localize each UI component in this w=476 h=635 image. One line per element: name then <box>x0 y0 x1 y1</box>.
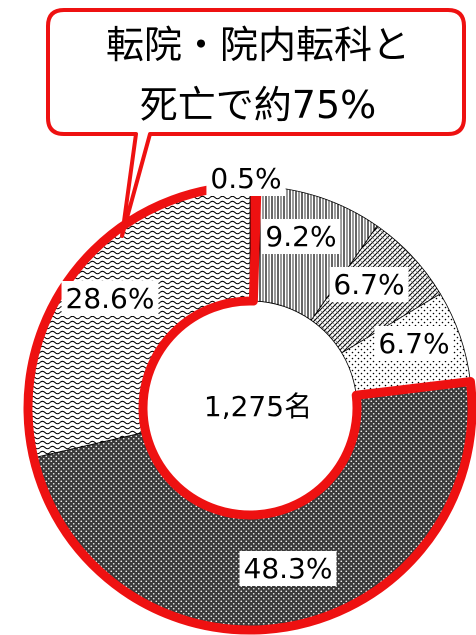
slice-label-bg-2 <box>261 219 341 254</box>
slice-label-1: 0.5% <box>210 162 281 195</box>
slice-label-6: 28.6% <box>66 282 155 315</box>
callout: 転院・院内転科と 死亡で約75% <box>46 8 466 238</box>
callout-line-1: 転院・院内転科と <box>106 23 410 67</box>
slice-label-2: 9.2% <box>265 220 336 253</box>
slice-label-bg-5 <box>239 551 337 586</box>
slice-label-bg-3 <box>329 267 409 302</box>
slice-label-3: 6.7% <box>333 268 404 301</box>
center-label: 1,275名 <box>204 390 312 423</box>
slice-label-bg-6 <box>61 281 159 316</box>
slice-label-bg-4 <box>374 326 454 361</box>
slice-label-5: 48.3% <box>244 552 333 585</box>
slice-labels: 0.5% 9.2% 6.7% 6.7% 48.3% 28.6% <box>61 161 454 586</box>
callout-bubble <box>46 8 466 238</box>
slice-label-4: 6.7% <box>378 327 449 360</box>
callout-line-2: 死亡で約75% <box>140 83 376 127</box>
slice-label-bg-1 <box>206 161 286 196</box>
